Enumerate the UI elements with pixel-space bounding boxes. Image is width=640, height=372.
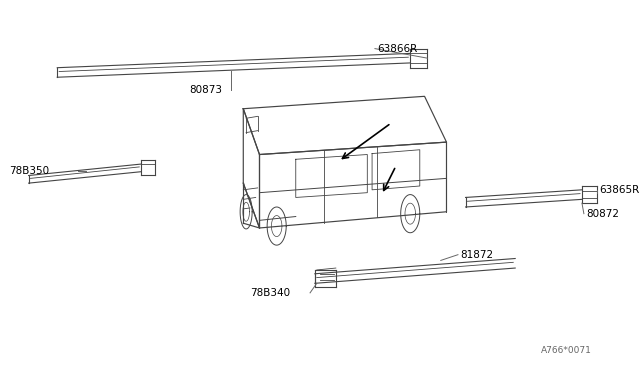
Text: 80873: 80873	[189, 85, 222, 94]
Text: 78B350: 78B350	[10, 166, 50, 176]
Text: 78B340: 78B340	[250, 288, 290, 298]
Text: 63865R: 63865R	[599, 185, 639, 195]
Text: 81872: 81872	[460, 250, 493, 260]
Text: 63866R: 63866R	[377, 44, 417, 54]
Text: 80872: 80872	[586, 209, 619, 219]
Text: A766*0071: A766*0071	[541, 346, 591, 355]
